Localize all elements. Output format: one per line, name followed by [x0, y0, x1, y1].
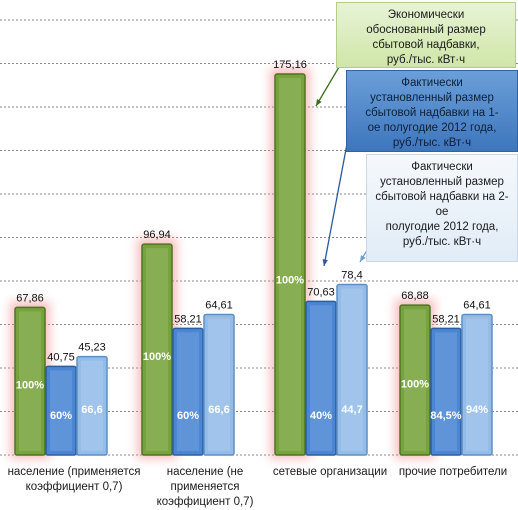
- bar: [399, 304, 431, 456]
- bar-highlight: [50, 370, 72, 451]
- bar-highlight: [310, 305, 332, 451]
- inner-percent-label: 94%: [466, 404, 488, 416]
- value-label: 58,21: [174, 313, 202, 325]
- value-label: 68,88: [401, 290, 429, 302]
- category-label-line: сетевые организации: [272, 466, 388, 478]
- category-label-line: прочие потребители: [398, 466, 508, 478]
- callout-arrow-h1-head: [322, 259, 328, 266]
- callout-line: руб./тыс. кВт·ч: [392, 137, 472, 149]
- value-label: 67,86: [16, 292, 44, 304]
- value-label: 64,61: [463, 299, 491, 311]
- callout-line: руб./тыс. кВт·ч: [386, 54, 466, 66]
- bar: [336, 283, 368, 456]
- inner-percent-label: 60%: [177, 410, 199, 422]
- bar: [141, 243, 173, 456]
- callout-line: Экономически: [387, 9, 465, 21]
- callout-line: установленный размер: [370, 92, 494, 104]
- category-label-other-consumers: прочие потребители: [378, 465, 518, 480]
- callout-actual-h1-2012: Фактически установленный размер сбытовой…: [346, 70, 518, 152]
- value-label: 40,75: [47, 351, 75, 363]
- category-label-line: применяется: [170, 481, 240, 493]
- category-label-grid-companies: сетевые организации: [250, 465, 410, 480]
- bar-highlight: [177, 332, 199, 451]
- callout-arrow-economic-head: [316, 99, 322, 106]
- callout-line: сбытовой надбавки на 2-ое: [375, 191, 509, 218]
- category-label-population-coef: население (применяется коэффициент 0,7): [0, 465, 154, 495]
- value-label: 58,21: [432, 313, 460, 325]
- inner-percent-label: 60%: [50, 410, 72, 422]
- bar: [76, 355, 108, 456]
- category-label-line: коэффициент 0,7): [25, 481, 123, 493]
- category-label-line: население (не: [166, 466, 244, 478]
- bar-highlight: [279, 78, 301, 451]
- callout-line: Фактически: [411, 161, 473, 173]
- inner-percent-label: 84,5%: [430, 410, 461, 422]
- value-label: 70,63: [307, 286, 335, 298]
- value-label: 96,94: [143, 229, 171, 241]
- category-label-line: коэффициент 0,7): [156, 496, 254, 508]
- inner-percent-label: 66,6: [81, 404, 102, 416]
- bar: [45, 365, 77, 456]
- callout-line: установленный размер: [380, 176, 504, 188]
- bar-highlight: [19, 311, 41, 451]
- bar-highlight: [466, 318, 488, 451]
- bar-highlight: [81, 360, 103, 451]
- category-label-population-no-coef: население (не применяется коэффициент 0,…: [130, 465, 280, 510]
- bar: [172, 327, 204, 456]
- callout-arrow-h1: [323, 127, 351, 267]
- inner-percent-label: 66,6: [208, 404, 229, 416]
- inner-percent-label: 40%: [310, 410, 332, 422]
- callout-line: полугодие 2012 года,: [385, 221, 499, 233]
- callout-line: Фактически: [401, 77, 463, 89]
- callout-line: руб./тыс. кВт·ч: [402, 236, 482, 248]
- inner-percent-label: 44,7: [341, 404, 362, 416]
- bar: [14, 306, 46, 456]
- callout-line: ое полугодие 2012 года,: [367, 122, 497, 134]
- callout-actual-h2-2012: Фактически установленный размер сбытовой…: [366, 154, 518, 262]
- bar-highlight: [146, 248, 168, 451]
- bar: [305, 300, 337, 456]
- inner-percent-label: 100%: [401, 379, 429, 391]
- inner-percent-label: 100%: [276, 275, 304, 287]
- callout-economic-size: Экономически обоснованный размер сбытово…: [336, 2, 516, 68]
- bar-highlight: [435, 332, 457, 451]
- bar: [203, 313, 235, 456]
- bar: [461, 313, 493, 456]
- callout-line: сбытовой надбавки,: [372, 39, 480, 51]
- bar: [274, 73, 306, 456]
- bar-highlight: [404, 309, 426, 451]
- value-label: 78,4: [341, 269, 362, 281]
- inner-percent-label: 100%: [143, 351, 171, 363]
- callout-line: обоснованный размер: [366, 24, 486, 36]
- callout-line: сбытовой надбавки на 1-: [365, 107, 499, 119]
- bar-highlight: [208, 318, 230, 451]
- bar: [430, 327, 462, 456]
- category-label-line: население (применяется: [7, 466, 141, 478]
- value-label: 175,16: [273, 59, 307, 71]
- value-label: 45,23: [78, 342, 106, 354]
- callout-arrow-h2-head: [360, 255, 366, 262]
- bar-highlight: [341, 288, 363, 451]
- inner-percent-label: 100%: [16, 380, 44, 392]
- value-label: 64,61: [205, 299, 233, 311]
